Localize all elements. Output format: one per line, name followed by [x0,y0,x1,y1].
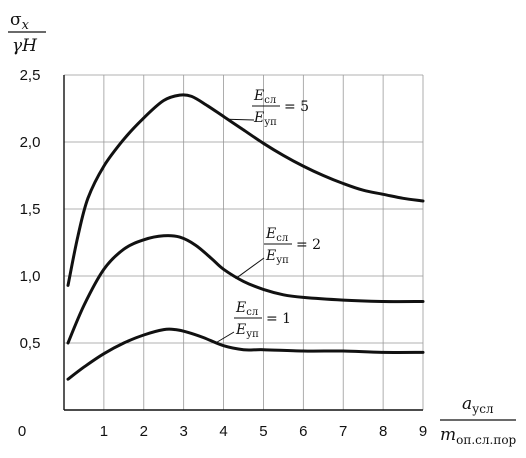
y-tick-label: 2,0 [20,134,41,151]
x-tick-label: 1 [100,423,108,440]
curve-label-3-num-sub: сл [246,307,258,318]
curve-label-2-num: E [265,226,276,242]
curve-label-1-den-sub: уп [264,117,277,128]
y-tick-label: 1,5 [20,201,41,218]
svg-text:Eуп: Eуп [253,110,277,128]
x-tick-label: 3 [179,423,187,440]
x-tick-label: 6 [299,423,307,440]
y-axis-label-numerator-sub: x [22,18,30,33]
plot-frame [63,75,423,411]
x-tick-label: 8 [379,423,387,440]
curve-label-3-den: E [235,322,246,338]
curve-label-1-num-sub: сл [264,95,276,106]
x-tick-label: 9 [419,423,427,440]
x-tick-label: 7 [339,423,347,440]
chart-grid [64,74,424,410]
curve-label-1-num: E [253,88,264,104]
svg-text:Eуп: Eуп [235,322,259,340]
curve-label-1-den: E [253,110,264,126]
x-tick-label: 2 [140,423,148,440]
x-axis-label: aусл mоп.сл.пор [440,394,517,447]
leader-line-1 [227,118,255,121]
curve-label-2-value: = 2 [296,237,321,253]
x-tick-label: 4 [219,423,227,440]
curve-label-3-num: E [235,300,246,316]
curve-label-3-den-sub: уп [246,329,259,340]
y-axis-label: σx γH [8,10,46,56]
svg-text:mоп.сл.пор: mоп.сл.пор [440,425,517,447]
y-tick-label: 0,5 [20,335,41,352]
data-curves [66,93,425,381]
y-tick-label: 1,0 [20,268,41,285]
leader-line-2 [235,257,265,280]
y-axis-label-denominator: γH [12,36,38,56]
curve-label-2-den: E [265,248,276,264]
svg-text:aусл: aусл [462,394,494,416]
tick-labels: 0 1 2 3 4 5 6 7 8 9 0,5 1,0 1,5 2,0 2,5 [18,67,427,440]
curve-label-1-value: = 5 [284,99,309,115]
svg-text:Eсл: Eсл [235,300,258,318]
svg-text:Eсл: Eсл [265,226,288,244]
curve-label-2-num-sub: сл [276,233,288,244]
curve-label-series-2: Eсл Eуп = 2 [264,226,321,266]
curve-label-leaders [215,118,265,344]
curve-label-2-den-sub: уп [276,255,289,266]
y-tick-label: 2,5 [20,67,41,84]
curve-label-series-1: Eсл Eуп = 5 [252,88,309,128]
y-axis-label-numerator-base: σ [10,10,22,30]
series-curve-1 [66,93,425,287]
x-axis-label-denominator-sub: оп.сл.пор [456,433,516,447]
series-curve-2 [66,234,425,345]
x-axis-label-numerator-sub: усл [472,402,494,416]
svg-text:Eсл: Eсл [253,88,276,106]
x-axis-label-numerator-base: a [462,394,472,414]
x-axis-label-denominator-base: m [440,425,456,445]
curve-label-series-3: Eсл Eуп = 1 [234,300,291,340]
leader-line-3 [215,331,235,344]
x-tick-label: 0 [18,423,26,440]
svg-text:σx: σx [10,10,30,33]
x-tick-label: 5 [259,423,267,440]
curve-label-3-value: = 1 [266,311,291,327]
series-curve-3 [66,327,425,381]
svg-text:Eуп: Eуп [265,248,289,266]
